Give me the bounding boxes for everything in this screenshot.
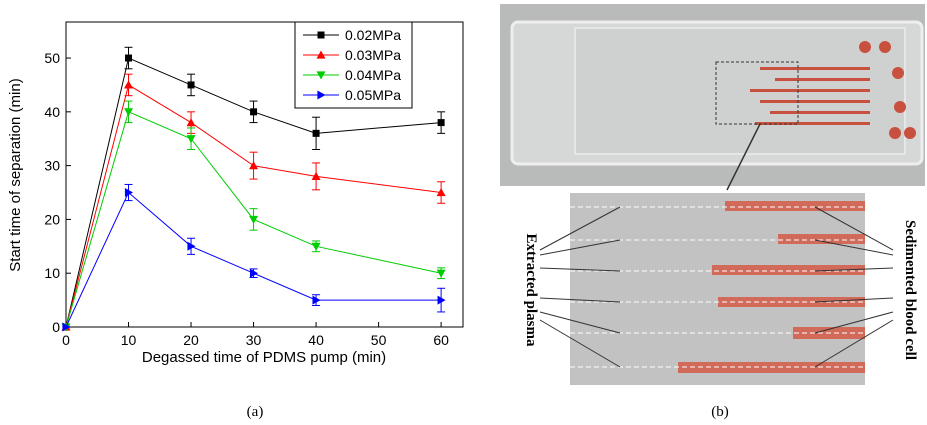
point bbox=[187, 241, 196, 251]
legend-marker bbox=[317, 31, 325, 39]
x-tick-label: 0 bbox=[62, 332, 70, 348]
legend-label: 0.04MPa bbox=[345, 67, 401, 83]
x-tick-label: 10 bbox=[121, 332, 137, 348]
point bbox=[186, 118, 196, 127]
x-tick-label: 50 bbox=[371, 332, 387, 348]
point bbox=[436, 188, 446, 197]
x-tick-label: 60 bbox=[433, 332, 449, 348]
point bbox=[312, 129, 320, 137]
point bbox=[311, 171, 321, 180]
y-tick-label: 10 bbox=[44, 265, 60, 281]
legend-label: 0.05MPa bbox=[345, 87, 401, 103]
point bbox=[124, 188, 134, 198]
point bbox=[249, 215, 259, 224]
y-tick-label: 50 bbox=[44, 50, 60, 66]
line bbox=[65, 191, 442, 328]
point bbox=[62, 322, 71, 332]
x-axis-label: Degassed time of PDMS pump (min) bbox=[142, 349, 386, 366]
line bbox=[65, 57, 442, 328]
point bbox=[125, 54, 133, 62]
x-tick-label: 40 bbox=[308, 332, 324, 348]
zoom-photo bbox=[570, 193, 865, 385]
left-label: Extracted plasma bbox=[523, 234, 539, 347]
y-axis-label: Start time of separation (min) bbox=[7, 78, 24, 271]
point bbox=[437, 295, 446, 305]
panel-label: (b) bbox=[711, 404, 729, 420]
zoom-arrow bbox=[726, 123, 761, 191]
right-label: Sedimented blood cell bbox=[902, 220, 918, 360]
label-arrows bbox=[539, 206, 894, 368]
line bbox=[65, 84, 442, 328]
point bbox=[186, 135, 196, 144]
y-tick-label: 20 bbox=[44, 211, 60, 227]
point bbox=[124, 108, 134, 117]
y-tick-label: 0 bbox=[52, 319, 60, 335]
point bbox=[437, 119, 445, 127]
point bbox=[436, 269, 446, 278]
y-tick-label: 40 bbox=[44, 104, 60, 120]
zoom-box bbox=[715, 61, 799, 125]
point bbox=[311, 242, 321, 251]
line bbox=[65, 111, 442, 328]
point bbox=[187, 81, 195, 89]
legend-box bbox=[294, 21, 413, 109]
point bbox=[249, 268, 259, 278]
point bbox=[312, 295, 321, 305]
x-tick-label: 20 bbox=[183, 332, 199, 348]
legend-marker bbox=[316, 50, 326, 59]
legend-label: 0.02MPa bbox=[345, 27, 401, 43]
point bbox=[124, 80, 134, 89]
point bbox=[250, 108, 258, 116]
plot-frame bbox=[65, 21, 464, 328]
channels bbox=[750, 41, 916, 139]
panel-label: (a) bbox=[247, 404, 264, 420]
y-tick-label: 30 bbox=[44, 158, 60, 174]
legend-label: 0.03MPa bbox=[345, 47, 401, 63]
x-tick-label: 30 bbox=[246, 332, 262, 348]
point bbox=[249, 161, 259, 170]
legend-marker bbox=[317, 90, 326, 100]
legend-marker bbox=[316, 71, 326, 80]
